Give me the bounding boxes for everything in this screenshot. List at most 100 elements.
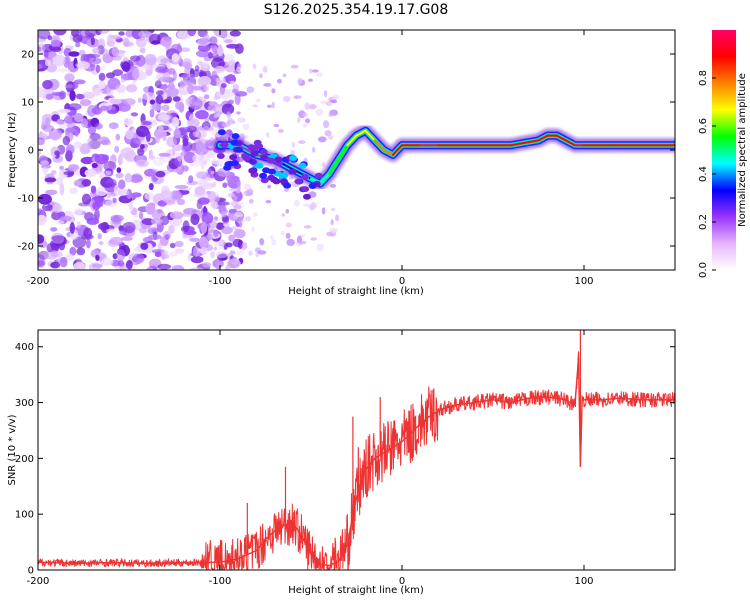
spectrogram-noise-blob [192,246,200,257]
spectrogram-noise-blob [214,65,225,74]
spectrogram-noise-blob [38,63,43,70]
spectrogram-noise-blob [226,175,239,184]
spectrogram-noise-blob [148,33,161,45]
spectrogram-ridge-blob [260,177,269,184]
spectrogram-noise-blob [285,209,290,214]
snr-y-tick-label: 100 [15,510,34,521]
spectrogram-noise-blob [211,182,217,188]
spectrogram-noise-blob [216,201,230,206]
snr-y-tick-label: 400 [15,342,34,353]
spectrogram-noise-blob [171,265,185,270]
spectrogram-noise-blob [147,227,159,235]
spectrogram-noise-blob [197,179,208,187]
spectrogram-noise-blob [116,167,122,174]
spectrogram-noise-blob [157,263,172,270]
snr-ticks: -200 -100 0 100 0 100 200 300 400 [15,330,675,587]
spectrogram-noise-blob [169,211,184,220]
spectrogram-noise-blob [52,54,66,67]
spectrogram-noise-blob [252,63,257,70]
spectrogram-noise-blob [45,59,52,67]
spectrogram-noise-blob [252,104,258,108]
spectrogram-noise-blob [180,151,186,157]
spectrogram-noise-blob [152,156,165,166]
spectrogram-ridge-blob [220,142,229,148]
spectrogram-noise-blob [38,30,51,40]
spectrogram-noise-blob [41,167,49,173]
spectrogram-noise-blob [242,123,250,131]
spectrogram-noise-blob [308,68,313,74]
spectrogram-noise-layer [38,30,340,270]
spectrogram-noise-blob [154,80,162,89]
spectrogram-noise-blob [190,256,204,264]
spectrogram-noise-blob [120,76,127,83]
spectrogram-noise-blob [194,186,206,196]
spectrogram-noise-blob [115,172,124,179]
spectrogram-noise-blob [69,222,76,234]
spectrogram-noise-blob [155,170,166,178]
spectrogram-noise-blob [265,200,272,204]
spectrogram-noise-blob [335,214,340,222]
snr-x-tick-label: 0 [399,576,405,587]
spectrogram-noise-blob [122,98,136,106]
spectrogram-noise-blob [38,193,52,205]
spectrogram-noise-blob [229,188,238,192]
spectrogram-noise-blob [57,68,71,73]
spectrogram-noise-blob [168,68,176,75]
spectrogram-noise-blob [181,61,191,68]
spectrogram-ridge-blob [260,154,269,161]
spectrogram-ridge-blob [294,178,303,185]
spectrogram-noise-blob [232,195,238,202]
spectrogram-noise-blob [202,262,212,268]
spectrogram-noise-blob [220,83,227,89]
spectrogram-noise-blob [189,97,203,110]
spectrogram-noise-blob [296,117,301,123]
spectrogram-noise-blob [330,218,334,226]
spectrogram-noise-blob [226,43,240,49]
spectrogram-noise-blob [196,38,210,47]
spectrogram-noise-blob [298,140,306,144]
spectrogram-y-tick-label: 20 [21,50,34,61]
spectrogram-noise-blob [276,78,282,84]
spectrogram-noise-blob [121,61,131,72]
spectrogram-noise-blob [213,216,219,221]
spectrogram-noise-blob [176,198,186,206]
spectrogram-noise-blob [161,249,166,261]
spectrogram-noise-blob [115,133,121,141]
spectrogram-noise-blob [224,39,233,44]
spectrogram-noise-blob [142,121,152,126]
spectrogram-noise-blob [144,169,156,177]
spectrogram-noise-blob [87,105,97,117]
spectrogram-noise-blob [74,208,83,216]
spectrogram-noise-blob [124,150,137,162]
spectrogram-noise-blob [200,247,208,256]
snr-y-label: SNR (10 * v/v) [7,414,18,485]
spectrogram-noise-blob [273,123,280,128]
spectrogram-noise-blob [45,117,51,129]
spectrogram-noise-blob [271,239,277,246]
spectrogram-noise-blob [59,215,72,222]
spectrogram-noise-blob [181,73,196,79]
spectrogram-noise-blob [69,246,77,256]
spectrogram-noise-blob [213,229,219,237]
spectrogram-noise-blob [79,143,91,155]
spectrogram-noise-blob [174,240,184,248]
spectrogram-noise-blob [139,47,146,54]
spectrogram-ridge-blob [267,157,275,164]
spectrogram-noise-blob [201,212,214,224]
spectrogram-noise-blob [187,30,197,37]
spectrogram-noise-blob [57,108,71,114]
spectrogram-noise-blob [234,211,244,218]
spectrogram-noise-blob [148,149,153,157]
spectrogram-noise-blob [137,148,145,156]
spectrogram-noise-blob [222,182,228,188]
snr-y-tick-label: 300 [15,398,34,409]
spectrogram-noise-blob [155,66,169,74]
spectrogram-noise-blob [206,168,214,178]
spectrogram-ridge-blob [231,133,240,140]
ridge-segment [564,139,576,147]
spectrogram-noise-blob [154,251,162,258]
spectrogram-noise-blob [227,192,235,198]
spectrogram-noise-blob [90,185,97,194]
